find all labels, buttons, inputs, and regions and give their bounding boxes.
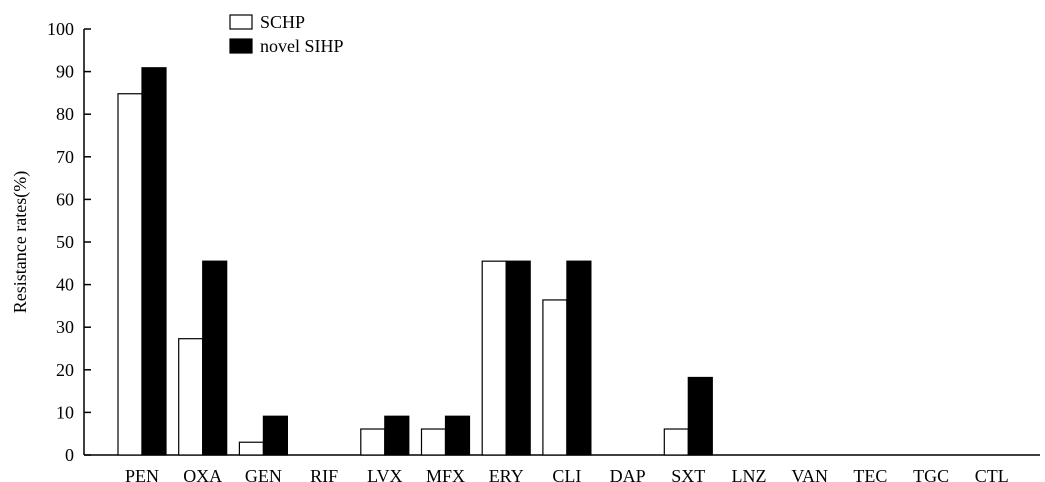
y-tick-label: 40 (56, 275, 74, 295)
x-tick-label-dap: DAP (610, 466, 646, 482)
bar-novel-sihp-oxa (202, 260, 228, 456)
x-axis: PEN OXA GEN RIF LVX MFX ERY CLI DAP SXT LNZ VAN TEC T… (84, 454, 1040, 482)
x-tick-label-lvx: LVX (367, 466, 402, 482)
x-tick-label-cli: CLI (552, 466, 581, 482)
x-tick-label-ery: ERY (489, 466, 524, 482)
y-tick-label: 80 (56, 104, 74, 124)
bar-schp-lvx (360, 428, 386, 456)
y-tick-label: 20 (56, 360, 74, 380)
x-tick-label-rif: RIF (310, 466, 338, 482)
y-tick-label: 60 (56, 189, 74, 209)
x-tick-label-tec: TEC (853, 466, 887, 482)
bars (117, 67, 713, 456)
y-tick-label: 70 (56, 147, 74, 167)
bar-novel-sihp-gen (262, 415, 288, 456)
bar-schp-gen (238, 441, 264, 456)
x-tick-label-gen: GEN (245, 466, 282, 482)
y-axis: 0 10 20 30 40 50 60 70 80 90 100 (47, 19, 91, 465)
bar-novel-sihp-sxt (687, 376, 713, 456)
y-axis-title: Resistance rates(%) (10, 171, 31, 313)
x-tick-label-oxa: OXA (183, 466, 222, 482)
y-tick-label: 30 (56, 317, 74, 337)
bar-schp-pen (117, 93, 143, 456)
bar-novel-sihp-cli (566, 260, 592, 456)
y-tick-label: 0 (65, 445, 74, 465)
x-tick-label-mfx: MFX (426, 466, 465, 482)
x-tick-label-sxt: SXT (671, 466, 705, 482)
x-tick-label-ctl: CTL (975, 466, 1009, 482)
x-tick-label-van: VAN (791, 466, 828, 482)
x-tick-label-lnz: LNZ (732, 466, 767, 482)
legend-swatch-schp (229, 14, 253, 30)
bar-novel-sihp-pen (141, 67, 167, 456)
y-tick-label: 50 (56, 232, 74, 252)
legend-label-novel-sihp: novel SIHP (260, 36, 344, 56)
bar-schp-cli (542, 299, 568, 456)
x-tick-label-tgc: TGC (913, 466, 949, 482)
x-tick-label-pen: PEN (125, 466, 159, 482)
legend: SCHP novel SIHP (229, 12, 344, 56)
y-tick-label: 10 (56, 402, 74, 422)
bar-novel-sihp-ery (505, 260, 531, 456)
bar-novel-sihp-lvx (384, 415, 410, 456)
bar-schp-oxa (178, 338, 204, 456)
bar-schp-ery (481, 260, 507, 456)
legend-swatch-novel-sihp (229, 38, 253, 54)
y-tick-label: 90 (56, 62, 74, 82)
bar-novel-sihp-mfx (444, 415, 471, 456)
bar-schp-sxt (663, 428, 689, 456)
legend-label-schp: SCHP (260, 12, 305, 32)
bar-schp-mfx (420, 428, 447, 456)
y-tick-label: 100 (47, 19, 74, 39)
